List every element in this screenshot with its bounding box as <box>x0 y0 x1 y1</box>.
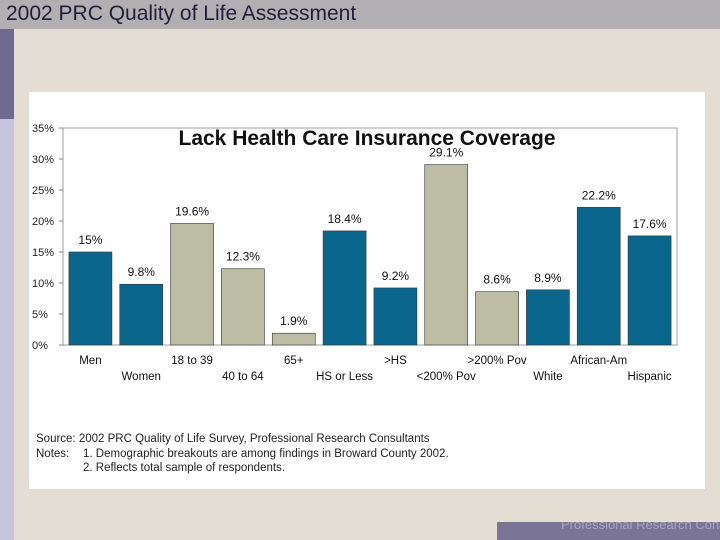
y-tick-label: 20% <box>32 216 54 228</box>
bar <box>170 223 214 346</box>
data-label: 22.2% <box>582 188 616 202</box>
x-tick-label: 65+ <box>284 355 304 367</box>
data-label: 29.1% <box>429 146 463 160</box>
x-tick-label: African-Am <box>570 355 627 367</box>
data-label: 9.8% <box>128 265 156 279</box>
bar <box>424 164 469 346</box>
x-tick-label: >200% Pov <box>468 355 527 367</box>
y-tick-label: 30% <box>32 154 54 166</box>
data-label: 18.4% <box>328 212 362 226</box>
x-tick-label: >HS <box>384 355 407 367</box>
y-tick-label: 35% <box>32 123 54 135</box>
x-tick-label: <200% Pov <box>417 371 476 383</box>
bar <box>271 332 316 346</box>
bar <box>322 230 367 346</box>
bar <box>475 291 519 346</box>
y-tick-label: 5% <box>32 309 48 321</box>
x-tick-label: Men <box>79 355 101 367</box>
x-tick-label: Hispanic <box>628 371 672 383</box>
note-2: 2. Reflects total sample of respondents. <box>83 462 285 474</box>
left-accent-strip-light <box>0 119 14 540</box>
notes-label: Notes: <box>36 447 70 460</box>
y-tick-label: 15% <box>32 247 54 259</box>
y-tick-label: 0% <box>32 340 48 352</box>
data-label: 9.2% <box>382 269 410 283</box>
footer-logo-text: Professional Research Consultants <box>561 522 720 532</box>
x-tick-label: Women <box>122 371 161 383</box>
header-bar: 2002 PRC Quality of Life Assessment <box>0 0 720 29</box>
slide-content: 0% 5% 10% 15% 20% 25% 30% 35% 15% Men 9.8% Women 19.… <box>14 29 720 540</box>
bar <box>627 235 672 346</box>
left-accent-strip <box>0 29 14 119</box>
chart-notes: Source: 2002 PRC Quality of Life Survey,… <box>36 432 449 476</box>
bar <box>526 289 570 346</box>
chart-panel: 0% 5% 10% 15% 20% 25% 30% 35% 15% Men 9.8% Women 19.… <box>29 92 705 489</box>
x-tick-label: HS or Less <box>316 371 373 383</box>
note-1: 1. Demographic breakouts are among findi… <box>83 447 449 460</box>
x-tick-label: 40 to 64 <box>222 371 264 383</box>
x-tick-label: 18 to 39 <box>171 355 213 367</box>
data-label: 19.6% <box>175 204 209 218</box>
bar <box>576 207 621 346</box>
plot-area <box>62 127 678 346</box>
footer-logo-box: Professional Research Consultants <box>497 522 720 540</box>
bar <box>373 287 418 346</box>
data-label: 8.9% <box>534 271 562 285</box>
y-tick-label: 10% <box>32 278 54 290</box>
bar <box>68 251 113 346</box>
bar-chart: 0% 5% 10% 15% 20% 25% 30% 35% 15% Men 9.8% Women 19.… <box>32 123 678 383</box>
data-label: 15% <box>78 233 102 247</box>
data-label: 8.6% <box>483 273 511 287</box>
bar <box>221 268 265 346</box>
page-title: 2002 PRC Quality of Life Assessment <box>6 2 357 25</box>
source-note: Source: 2002 PRC Quality of Life Survey,… <box>36 433 430 445</box>
y-tick-label: 25% <box>32 185 54 197</box>
data-label: 12.3% <box>226 250 260 264</box>
data-label: 1.9% <box>280 314 308 328</box>
chart-title: Lack Health Care Insurance Coverage <box>178 127 556 150</box>
x-tick-label: White <box>533 371 562 383</box>
bar <box>119 283 164 346</box>
data-label: 17.6% <box>633 217 667 231</box>
